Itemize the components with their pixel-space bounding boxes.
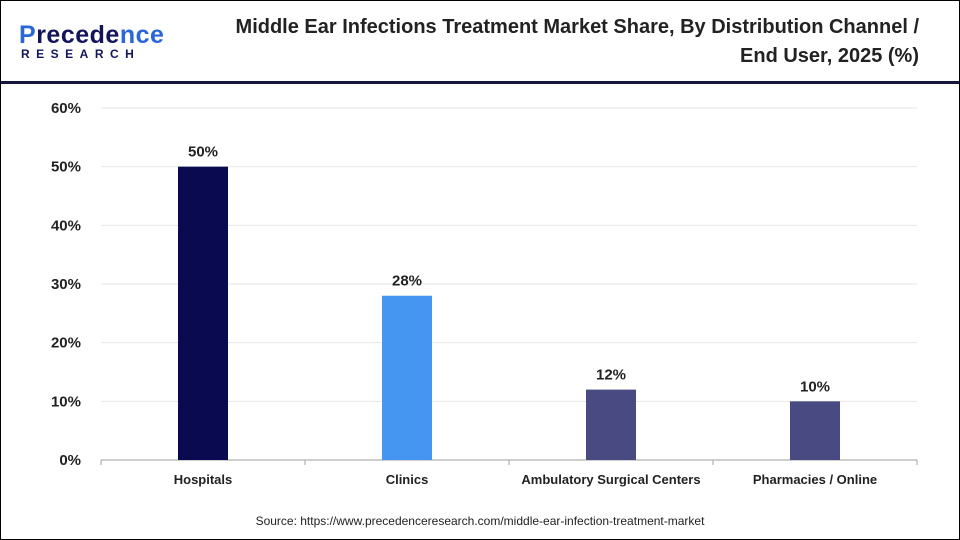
bar-ambulatory-surgical-centers	[586, 389, 636, 460]
data-label: 28%	[392, 273, 422, 290]
data-label: 10%	[800, 378, 830, 395]
y-tick-label: 30%	[51, 276, 81, 293]
y-tick-label: 40%	[51, 217, 81, 234]
x-tick-label: Pharmacies / Online	[753, 472, 877, 487]
bar-clinics	[382, 295, 432, 460]
y-tick-label: 20%	[51, 335, 81, 352]
y-tick-label: 60%	[51, 100, 81, 117]
data-label: 50%	[188, 144, 218, 161]
precedence-research-logo: Precedence RESEARCH	[19, 21, 165, 62]
y-tick-label: 10%	[51, 393, 81, 410]
y-tick-label: 50%	[51, 159, 81, 176]
x-tick-label: Hospitals	[174, 472, 233, 487]
bar-pharmacies-online	[790, 401, 840, 460]
bar-hospitals	[178, 166, 228, 460]
source-note: Source: https://www.precedenceresearch.c…	[255, 514, 705, 528]
bar-chart: 0% 10% 20% 30% 40% 50% 60% 50% Hospitals 28% Clini…	[51, 100, 918, 487]
x-tick-label: Clinics	[386, 472, 429, 487]
x-tick-label: Ambulatory Surgical Centers	[521, 472, 700, 487]
header-divider	[1, 81, 959, 84]
y-tick-label: 0%	[59, 452, 81, 469]
chart-title: Middle Ear Infections Treatment Market S…	[235, 16, 919, 67]
data-label: 12%	[596, 367, 626, 384]
